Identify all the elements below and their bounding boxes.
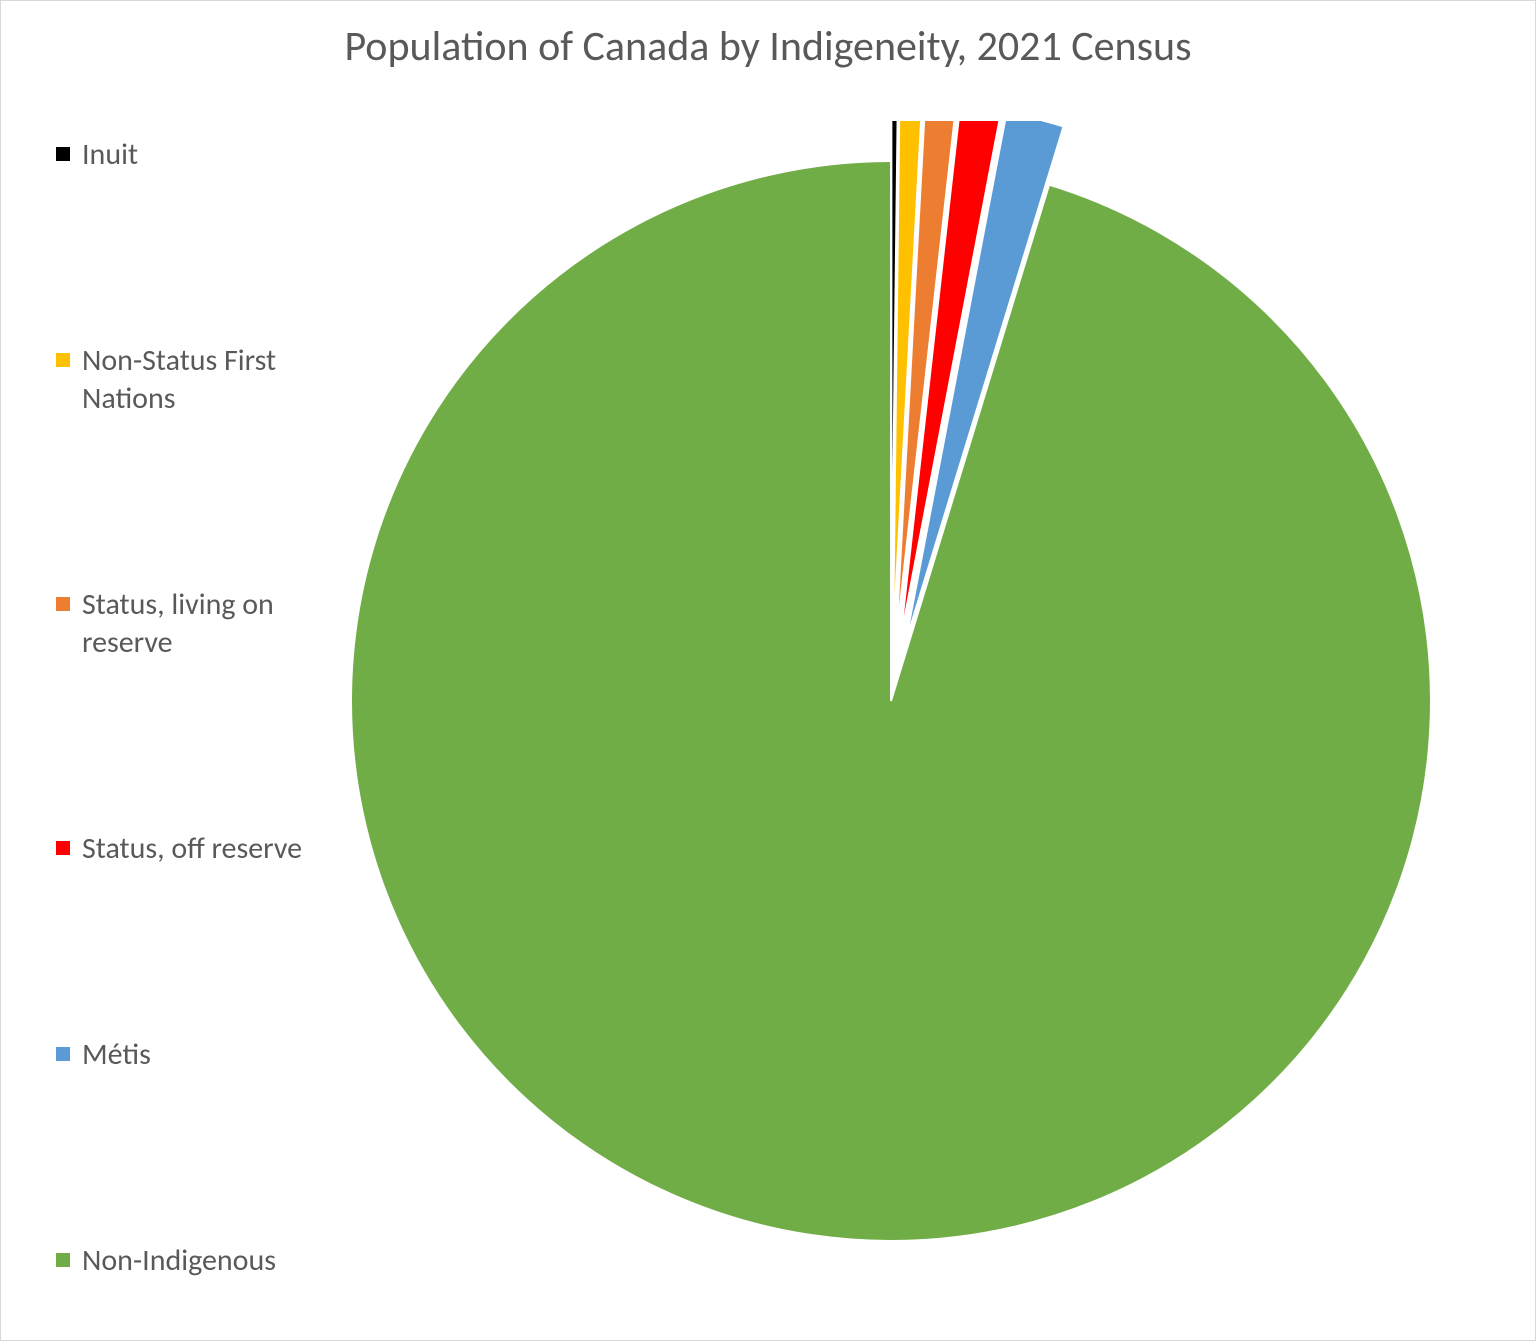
legend-marker	[56, 353, 70, 367]
legend-label: Status, living on reserve	[82, 586, 316, 661]
chart-title: Population of Canada by Indigeneity, 202…	[1, 21, 1535, 72]
legend-item: Métis	[56, 1036, 316, 1074]
legend-item: Status, living on reserve	[56, 586, 316, 661]
legend-label: Non-Status First Nations	[82, 342, 316, 417]
legend-label: Métis	[82, 1036, 151, 1074]
legend-label: Non-Indigenous	[82, 1242, 276, 1280]
legend-label: Inuit	[82, 136, 138, 174]
legend: Inuit Non-Status First Nations Status, liv…	[56, 136, 316, 1280]
legend-marker	[56, 1253, 70, 1267]
legend-label: Status, off reserve	[82, 830, 302, 868]
legend-item: Non-Status First Nations	[56, 342, 316, 417]
chart-frame: Population of Canada by Indigeneity, 202…	[0, 0, 1536, 1341]
pie-svg	[311, 121, 1471, 1281]
legend-item: Inuit	[56, 136, 316, 174]
legend-marker	[56, 1047, 70, 1061]
legend-item: Non-Indigenous	[56, 1242, 316, 1280]
legend-item: Status, off reserve	[56, 830, 316, 868]
legend-marker	[56, 147, 70, 161]
pie-chart	[311, 121, 1471, 1281]
pie-slice	[351, 161, 1431, 1241]
legend-marker	[56, 597, 70, 611]
legend-marker	[56, 841, 70, 855]
